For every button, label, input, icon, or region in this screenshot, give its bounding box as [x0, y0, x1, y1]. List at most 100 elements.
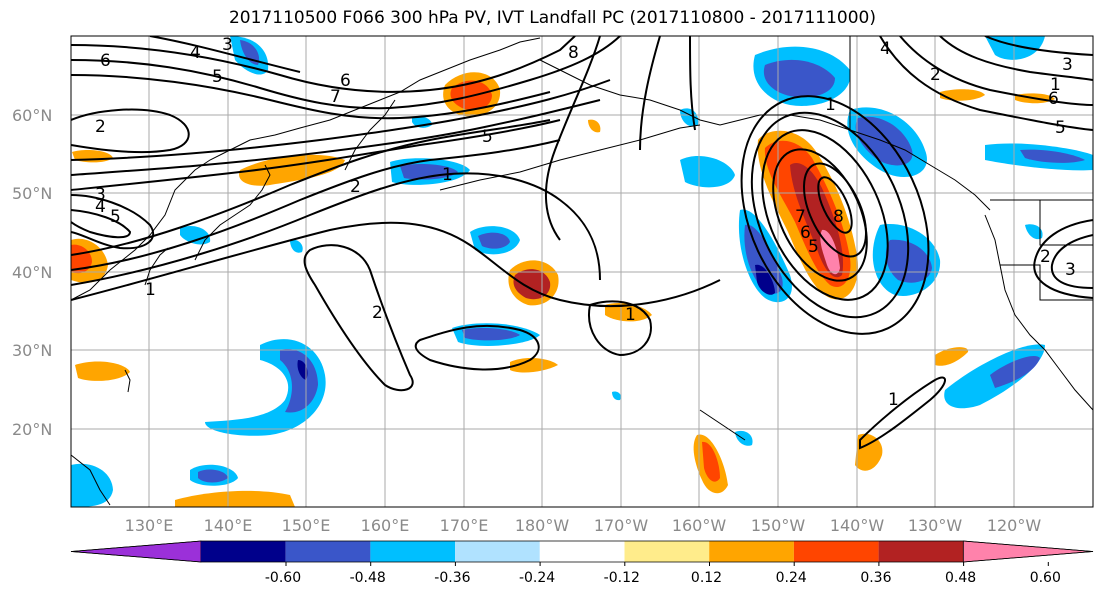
colorbar-segments [70, 540, 1094, 563]
contour-9 [71, 74, 551, 120]
shade-neg-alaska-2 [763, 59, 835, 98]
us-state-2 [1000, 264, 1093, 301]
shade-pos-center-2 [513, 269, 551, 300]
lat-label-40: 40°N [12, 263, 52, 282]
colorbar-extend-low [70, 540, 202, 563]
contour-east-1 [879, 36, 1093, 131]
clabel-30: 3 [1065, 260, 1076, 280]
shade-neg-hawaii-n [180, 225, 211, 245]
lat-label-50: 50°N [12, 184, 52, 203]
coast-asia [71, 37, 541, 301]
shade-neg-japan-n-2 [400, 164, 458, 180]
colorbar-swatch [285, 541, 371, 562]
contour-1 [71, 221, 721, 308]
contour-2 [71, 172, 601, 286]
colorbar: -0.60 -0.48 -0.36 -0.24 -0.12 0.12 0.24 0.36 0.4… [70, 540, 1094, 586]
colorbar-swatch [793, 541, 879, 562]
clabel-2: 4 [190, 43, 201, 63]
colorbar-tick-label: -0.24 [519, 570, 555, 586]
shade-neg-wp-2 [280, 349, 318, 413]
clabel-13: 5 [110, 207, 121, 227]
shade-neg-sw-corner [71, 463, 113, 507]
colorbar-tick-label: -0.36 [434, 570, 470, 586]
lon-label-170w: 170°W [594, 516, 649, 535]
colorbar-tick-label: -0.48 [350, 570, 386, 586]
lon-label-180w: 180°W [515, 516, 570, 535]
shade-neg-ak-se [680, 155, 735, 188]
clabel-27: 6 [1048, 89, 1059, 109]
clabel-6: 7 [330, 87, 341, 107]
colorbar-tick-label: 0.24 [776, 570, 807, 586]
coastlines [71, 36, 1093, 506]
clabel-10: 2 [350, 177, 361, 197]
lat-label-60: 60°N [12, 106, 52, 125]
clabel-11: 3 [95, 185, 106, 205]
us-state-1 [1039, 200, 1093, 246]
lon-label-160e: 160°E [361, 516, 410, 535]
lon-label-150w: 150°W [751, 516, 806, 535]
colorbar-swatch [624, 541, 710, 562]
colorbar-swatch [201, 541, 286, 562]
shade-pos-south-2 [702, 441, 720, 482]
shade-pos-mid-2 [510, 358, 558, 373]
lon-label-130e: 130°E [125, 516, 174, 535]
clabel-1: 6 [100, 51, 111, 71]
clabel-25: 2 [930, 65, 941, 85]
shade-neg-center-2 [478, 232, 510, 249]
clabel-17: 1 [625, 305, 636, 325]
colorbar-tick-label: 0.12 [691, 570, 722, 586]
coast-aleutians [439, 124, 701, 191]
contour-5 [71, 119, 561, 191]
shade-pos-small-2 [588, 119, 601, 133]
coast-japan [194, 164, 271, 261]
shade-pos-se-band [935, 347, 969, 366]
shade-neg-small-4 [612, 391, 621, 401]
contour-4 [71, 119, 551, 256]
coast-alaska [539, 59, 991, 211]
contour-w-1 [71, 194, 155, 250]
clabel-26: 1 [1050, 75, 1061, 95]
clabel-8: 5 [482, 127, 493, 147]
colorbar-outline [70, 540, 1094, 563]
colorbar-extend-high [962, 540, 1094, 563]
colorbar-swatch [455, 541, 540, 562]
contour-nw [71, 108, 190, 154]
contour-15 [544, 36, 601, 241]
contour-east-3 [939, 36, 1093, 81]
clabel-5: 6 [340, 71, 351, 91]
colorbar-tick-label: -0.12 [604, 570, 640, 586]
coast-na-west [984, 214, 1093, 411]
clabel-23: 4 [880, 39, 891, 59]
clabel-3: 5 [212, 67, 223, 87]
clabel-19: 8 [833, 207, 844, 227]
contour-7 [71, 79, 611, 161]
clabel-15: 1 [145, 280, 156, 300]
contour-16 [639, 36, 661, 151]
contour-east-6 [1050, 234, 1093, 289]
contour-east-2 [899, 36, 1093, 106]
contour-3 [71, 139, 561, 271]
shade-neg-mid-2 [462, 327, 520, 341]
colorbar-swatch [539, 541, 625, 562]
graticule [71, 36, 1093, 507]
colorbar-tick-label: 0.48 [945, 570, 976, 586]
contour-12 [303, 244, 414, 392]
shade-neg-sw-2 [198, 469, 228, 483]
clabel-28: 5 [1055, 118, 1066, 138]
contour-w-2 [71, 209, 132, 239]
coast-philippines [71, 454, 111, 506]
contour-6 [71, 99, 601, 176]
clabel-31: 1 [888, 390, 899, 410]
clabel-16: 2 [372, 303, 383, 323]
shade-neg-small-6 [1025, 224, 1043, 240]
shade-neg-se-band-2 [990, 355, 1040, 388]
clabel-18: 1 [825, 95, 836, 115]
colorbar-swatch [370, 541, 456, 562]
contour-ring-3 [750, 111, 910, 319]
contour-ring-2 [761, 129, 889, 301]
contour-east-4 [984, 36, 1093, 56]
colorbar-tick-label: -0.60 [265, 570, 301, 586]
map-title: 2017110500 F066 300 hPa PV, IVT Landfall… [228, 8, 876, 28]
shade-neg-ne-2 [1020, 149, 1085, 163]
